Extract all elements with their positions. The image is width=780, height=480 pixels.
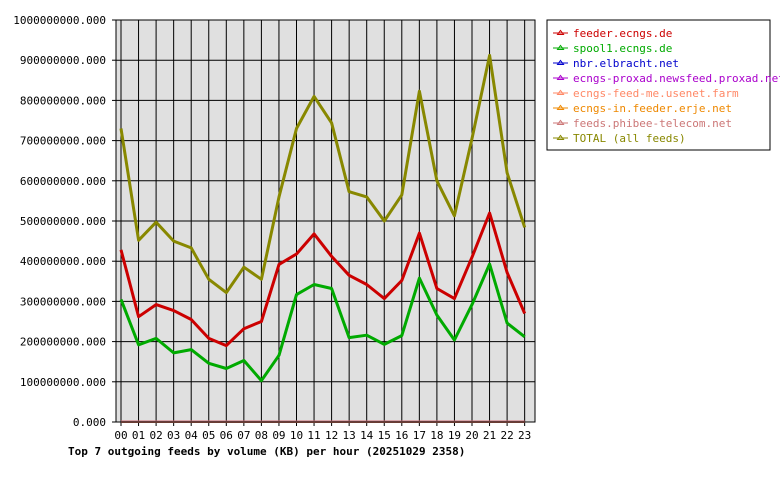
legend-marker	[556, 134, 565, 140]
x-axis-ticks: 00 01 02 03 04 05 06 07 08 09 10 11 12 13 14 15 16 17 18 19…	[114, 422, 531, 442]
legend-label: spool1.ecngs.de	[573, 42, 672, 55]
legend-box	[546, 19, 771, 151]
x-tick-label: 21	[483, 429, 496, 442]
legend-marker	[556, 44, 565, 50]
x-tick-label: 23	[518, 429, 531, 442]
x-tick-label: 00	[114, 429, 127, 442]
x-tick-label: 01	[132, 429, 145, 442]
legend-marker	[556, 119, 565, 125]
x-tick-label: 12	[325, 429, 338, 442]
y-axis-ticks: 0.000 100000000.000 200000000.000 300000000…	[13, 14, 116, 429]
chart-title: Top 7 outgoing feeds by volume (KB) per …	[68, 445, 465, 458]
x-tick-label: 03	[167, 429, 180, 442]
x-tick-label: 16	[395, 429, 408, 442]
y-tick-label: 1000000000.000	[13, 14, 106, 27]
legend-marker	[556, 74, 565, 80]
x-tick-label: 13	[343, 429, 356, 442]
y-tick-label: 200000000.000	[20, 336, 106, 349]
x-tick-label: 10	[290, 429, 303, 442]
y-tick-label: 100000000.000	[20, 376, 106, 389]
x-tick-label: 08	[255, 429, 268, 442]
y-tick-label: 500000000.000	[20, 215, 106, 228]
legend-marker	[556, 29, 565, 35]
x-tick-label: 22	[500, 429, 513, 442]
legend: feeder.ecngs.de spool1.ecngs.de nbr.elbrac…	[546, 19, 780, 151]
x-tick-label: 04	[185, 429, 199, 442]
legend-marker	[556, 89, 565, 95]
x-tick-label: 19	[448, 429, 461, 442]
y-tick-label: 900000000.000	[20, 54, 106, 67]
legend-label: ecngs-in.feeder.erje.net	[573, 102, 732, 115]
x-tick-label: 02	[149, 429, 162, 442]
legend-label: TOTAL (all feeds)	[573, 132, 686, 145]
series-line	[119, 262, 526, 383]
y-tick-label: 800000000.000	[20, 94, 106, 107]
legend-label: ecngs-proxad.newsfeed.proxad.net	[573, 72, 780, 85]
x-tick-label: 20	[465, 429, 478, 442]
x-tick-label: 17	[413, 429, 426, 442]
y-tick-label: 700000000.000	[20, 135, 106, 148]
legend-label: nbr.elbracht.net	[573, 57, 679, 70]
y-tick-label: 400000000.000	[20, 255, 106, 268]
x-tick-label: 11	[307, 429, 320, 442]
x-tick-label: 15	[378, 429, 391, 442]
y-tick-label: 300000000.000	[20, 295, 106, 308]
series-line	[119, 53, 527, 295]
x-tick-label: 07	[237, 429, 250, 442]
plot-frame	[115, 19, 536, 423]
y-tick-label: 600000000.000	[20, 175, 106, 188]
legend-label: ecngs-feed-me.usenet.farm	[573, 87, 739, 100]
x-tick-label: 18	[430, 429, 443, 442]
legend-marker	[556, 104, 565, 110]
y-tick-label: 0.000	[73, 416, 106, 429]
legend-label: feeds.phibee-telecom.net	[573, 117, 732, 130]
x-tick-label: 14	[360, 429, 374, 442]
series-line	[119, 211, 527, 348]
x-tick-label: 06	[220, 429, 233, 442]
x-tick-label: 09	[272, 429, 285, 442]
legend-marker	[556, 59, 565, 65]
legend-label: feeder.ecngs.de	[573, 27, 672, 40]
x-tick-label: 05	[202, 429, 215, 442]
